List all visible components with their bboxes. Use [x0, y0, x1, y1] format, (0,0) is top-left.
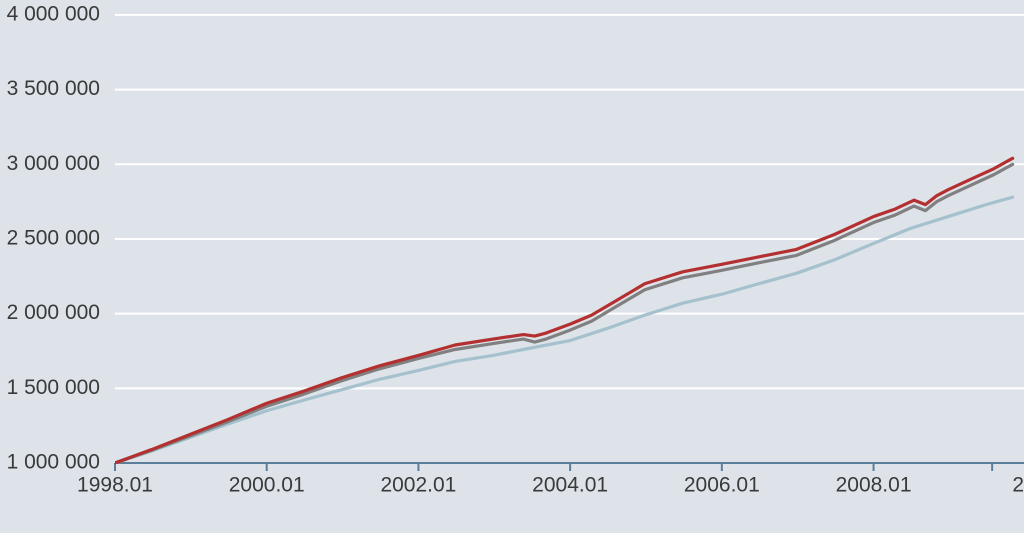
x-tick-label: 2008.01 [836, 473, 912, 496]
y-tick-label: 1 500 000 [7, 376, 100, 399]
x-tick-label: 1998.01 [77, 473, 153, 496]
y-tick-label: 2 500 000 [7, 227, 100, 250]
x-tick-label: 2002.01 [380, 473, 456, 496]
chart-background [0, 0, 1024, 533]
chart-svg: 1 000 000 1 500 000 2 000 000 2 500 000 3 00… [0, 0, 1024, 533]
y-tick-label: 1 000 000 [7, 451, 100, 474]
x-tick-label: 2000.01 [229, 473, 305, 496]
y-tick-label: 2 000 000 [7, 301, 100, 324]
x-tick-label: 2004.01 [532, 473, 608, 496]
y-tick-label: 4 000 000 [7, 2, 100, 25]
x-tick-label: 2006.01 [684, 473, 760, 496]
y-tick-label: 3 000 000 [7, 152, 100, 175]
x-tick-label-partial: 20 [1012, 473, 1024, 496]
line-chart: 1 000 000 1 500 000 2 000 000 2 500 000 3 00… [0, 0, 1024, 533]
y-tick-label: 3 500 000 [7, 77, 100, 100]
